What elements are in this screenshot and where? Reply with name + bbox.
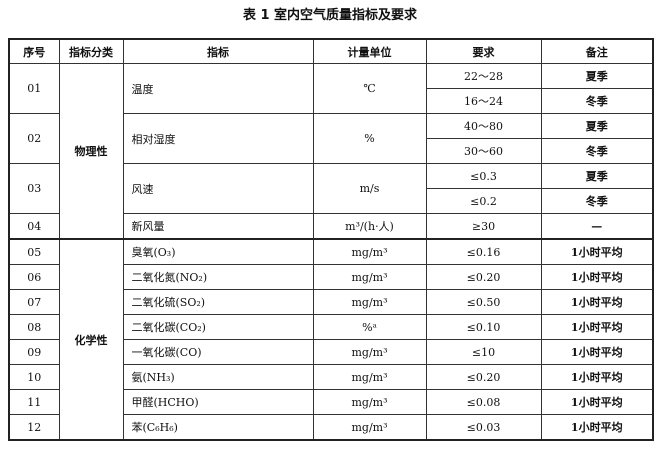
row-number: 04 <box>8 213 60 240</box>
indicator-cell: 臭氧(O₃) <box>122 238 314 265</box>
row-number: 03 <box>8 163 60 214</box>
table-row: 08 二氧化碳(CO₂) %ᵃ ≤0.10 1小时平均 <box>8 314 654 340</box>
row-number: 02 <box>8 113 60 164</box>
note-cell: 1小时平均 <box>540 414 654 441</box>
row-number: 11 <box>8 389 60 415</box>
indicator-cell: 二氧化硫(SO₂) <box>122 289 314 315</box>
requirement-cell: ≤10 <box>425 339 542 365</box>
unit-cell: %ᵃ <box>312 314 427 340</box>
category-cell: 物理性 <box>58 63 124 240</box>
indicator-cell: 苯(C₆H₆) <box>122 414 314 441</box>
requirement-cell: ≤0.08 <box>425 389 542 415</box>
indicator-cell: 一氧化碳(CO) <box>122 339 314 365</box>
indicator-cell: 氨(NH₃) <box>122 364 314 390</box>
requirement-cell: ≤0.2 <box>425 188 542 214</box>
column-header: 备注 <box>540 38 654 64</box>
unit-cell: m/s <box>312 163 427 214</box>
column-header: 序号 <box>8 38 60 64</box>
requirement-cell: 22～28 <box>425 63 542 89</box>
requirement-cell: ≤0.3 <box>425 163 542 189</box>
unit-cell: mg/m³ <box>312 289 427 315</box>
table-row: 11 甲醛(HCHO) mg/m³ ≤0.08 1小时平均 <box>8 389 654 415</box>
unit-cell: m³/(h·人) <box>312 213 427 240</box>
table-row: 30～60 冬季 <box>9 138 654 164</box>
column-header: 要求 <box>425 38 542 64</box>
indicator-cell: 风速 <box>122 163 314 214</box>
requirement-cell: ≥30 <box>425 213 542 240</box>
note-cell: 1小时平均 <box>540 364 654 390</box>
indicator-cell: 新风量 <box>122 213 314 240</box>
requirement-cell: ≤0.50 <box>425 289 542 315</box>
row-number: 08 <box>8 314 60 340</box>
row-number: 01 <box>8 63 60 114</box>
note-cell: 夏季 <box>540 113 654 139</box>
note-cell: 1小时平均 <box>540 289 654 315</box>
note-cell: 1小时平均 <box>540 314 654 340</box>
air-quality-table: 序号 指标分类 指标 计量单位 要求 备注 01 物理性 温度 ℃ 22～28 夏季 16～24 冬季 0… <box>8 38 654 441</box>
indicator-cell: 相对湿度 <box>122 113 314 164</box>
note-cell: 1小时平均 <box>540 264 654 290</box>
table-row: 10 氨(NH₃) mg/m³ ≤0.20 1小时平均 <box>8 364 654 390</box>
table-row: 07 二氧化硫(SO₂) mg/m³ ≤0.50 1小时平均 <box>8 289 654 315</box>
requirement-cell: ≤0.20 <box>425 264 542 290</box>
column-header: 指标 <box>122 38 314 64</box>
header-row: 序号 指标分类 指标 计量单位 要求 备注 <box>8 38 654 64</box>
row-number: 07 <box>8 289 60 315</box>
requirement-cell: ≤0.20 <box>425 364 542 390</box>
requirement-cell: 16～24 <box>425 88 542 114</box>
table-row: 16～24 冬季 <box>9 88 654 114</box>
table-row: 05 化学性 臭氧(O₃) mg/m³ ≤0.16 1小时平均 <box>8 238 654 441</box>
requirement-cell: ≤0.10 <box>425 314 542 340</box>
indicator-cell: 温度 <box>122 63 314 114</box>
column-header: 指标分类 <box>58 38 124 64</box>
table-row: 03 风速 m/s ≤0.3 夏季 <box>8 163 654 214</box>
note-cell: — <box>540 213 654 240</box>
table-row: 12 苯(C₆H₆) mg/m³ ≤0.03 1小时平均 <box>8 414 654 441</box>
unit-cell: mg/m³ <box>312 238 427 265</box>
unit-cell: mg/m³ <box>312 339 427 365</box>
table-row: ≤0.2 冬季 <box>9 188 654 214</box>
table-title: 表 1 室内空气质量指标及要求 <box>242 8 418 23</box>
category-cell: 化学性 <box>58 238 124 441</box>
row-number: 06 <box>8 264 60 290</box>
row-number: 12 <box>8 414 60 441</box>
unit-cell: mg/m³ <box>312 414 427 441</box>
unit-cell: mg/m³ <box>312 389 427 415</box>
unit-cell: mg/m³ <box>312 364 427 390</box>
requirement-cell: ≤0.03 <box>425 414 542 441</box>
note-cell: 1小时平均 <box>540 238 654 265</box>
column-header: 计量单位 <box>312 38 427 64</box>
table-row: 02 相对湿度% 40～80 夏季 <box>8 113 654 164</box>
indicator-cell: 二氧化氮(NO₂) <box>122 264 314 290</box>
note-cell: 冬季 <box>540 138 654 164</box>
requirement-cell: 40～80 <box>425 113 542 139</box>
row-number: 10 <box>8 364 60 390</box>
requirement-cell: ≤0.16 <box>425 238 542 265</box>
note-cell: 1小时平均 <box>540 389 654 415</box>
unit-cell: ℃ <box>312 63 427 114</box>
note-cell: 1小时平均 <box>540 339 654 365</box>
indicator-cell: 二氧化碳(CO₂) <box>122 314 314 340</box>
row-number: 05 <box>8 238 60 265</box>
note-cell: 夏季 <box>540 63 654 89</box>
unit-cell: mg/m³ <box>312 264 427 290</box>
table-row: 09 一氧化碳(CO) mg/m³ ≤10 1小时平均 <box>8 339 654 365</box>
note-cell: 冬季 <box>540 88 654 114</box>
table-row: 01 物理性 温度 ℃ 22～28 夏季 <box>8 63 654 240</box>
note-cell: 冬季 <box>540 188 654 214</box>
requirement-cell: 30～60 <box>425 138 542 164</box>
row-number: 09 <box>8 339 60 365</box>
indicator-cell: 甲醛(HCHO) <box>122 389 314 415</box>
unit-cell: % <box>312 113 427 164</box>
note-cell: 夏季 <box>540 163 654 189</box>
